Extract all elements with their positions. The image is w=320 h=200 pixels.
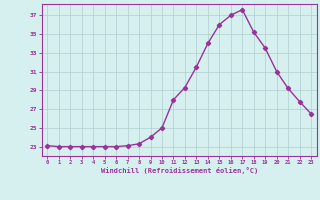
X-axis label: Windchill (Refroidissement éolien,°C): Windchill (Refroidissement éolien,°C) [100, 167, 258, 174]
